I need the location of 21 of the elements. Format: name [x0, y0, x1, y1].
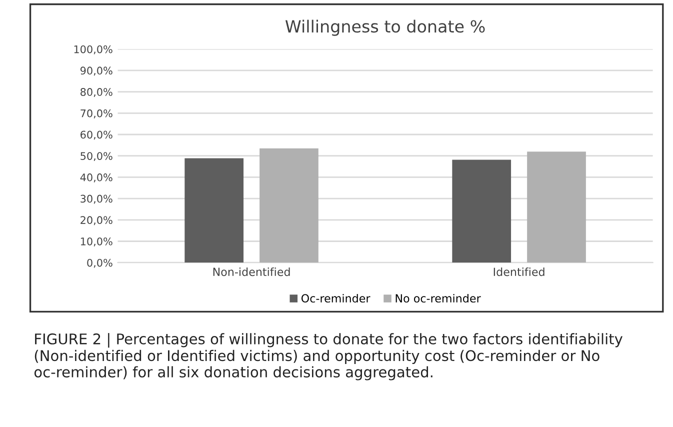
- y-tick-label: 90,0%: [80, 66, 112, 76]
- bar: [527, 152, 586, 263]
- x-tick-label: Non-identified: [213, 267, 290, 276]
- bar: [184, 158, 244, 263]
- y-tick-label: 40,0%: [80, 173, 112, 182]
- bar: [452, 160, 512, 263]
- y-tick-label: 70,0%: [80, 109, 112, 118]
- y-tick-label: 0,0%: [87, 258, 112, 268]
- y-tick-label: 30,0%: [80, 194, 112, 204]
- bar: [260, 148, 318, 263]
- legend-label: No oc-reminder: [396, 294, 481, 303]
- y-tick-label: 20,0%: [80, 216, 112, 226]
- y-tick-label: 100,0%: [74, 45, 112, 54]
- x-tick-label: Identified: [494, 267, 544, 276]
- y-tick-label: 50,0%: [80, 152, 112, 162]
- caption: FIGURE 2 | Percentages of willingness to donate for the two factors identifiability (Non-identified or Identified victims) and opportunity cost (Oc-reminder or No oc-reminder) for all six donation decisions aggregated.: [34, 333, 623, 380]
- legend-label: Oc-reminder: [301, 294, 370, 303]
- chart-title: Willingness to donate %: [285, 20, 485, 36]
- y-tick-label: 80,0%: [80, 88, 112, 97]
- y-tick-label: 60,0%: [80, 130, 112, 140]
- y-tick-label: 10,0%: [80, 237, 112, 246]
